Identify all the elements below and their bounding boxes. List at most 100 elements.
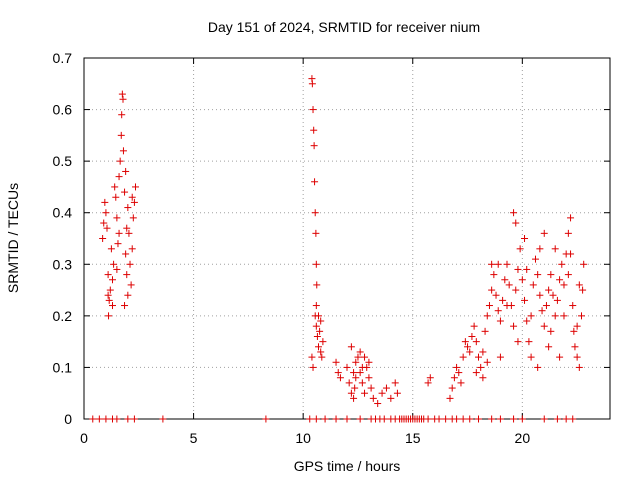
data-point: [564, 271, 572, 279]
data-point: [308, 353, 316, 361]
data-point: [119, 147, 127, 155]
data-point: [527, 312, 535, 320]
data-point: [529, 281, 537, 289]
data-point: [538, 307, 546, 315]
data-point: [309, 363, 317, 371]
data-point: [505, 281, 513, 289]
data-point: [111, 183, 119, 191]
data-point: [262, 415, 270, 423]
data-point: [540, 415, 548, 423]
data-point: [128, 245, 136, 253]
data-point: [312, 302, 320, 310]
data-point: [123, 224, 131, 232]
data-point: [475, 415, 482, 423]
data-point: [492, 291, 500, 299]
data-point: [512, 286, 520, 294]
data-point: [448, 384, 456, 392]
data-point: [312, 229, 320, 237]
data-point: [350, 369, 358, 377]
data-point: [499, 296, 507, 304]
data-point: [475, 353, 482, 361]
data-point: [488, 415, 496, 423]
data-point: [352, 358, 360, 366]
data-point: [496, 317, 504, 325]
data-point: [536, 291, 544, 299]
data-point: [159, 415, 167, 423]
data-point: [313, 281, 321, 289]
data-point: [453, 415, 461, 423]
y-axis-label: SRMTID / TECUs: [5, 183, 21, 293]
data-point: [531, 255, 539, 263]
data-point: [551, 245, 559, 253]
data-point: [105, 312, 113, 320]
data-point: [459, 353, 467, 361]
data-point: [112, 193, 120, 201]
data-point: [553, 296, 561, 304]
data-point: [100, 219, 108, 227]
data-point: [101, 198, 109, 206]
data-point: [496, 415, 504, 423]
data-point: [356, 369, 364, 377]
data-point: [367, 384, 375, 392]
data-point: [118, 90, 126, 98]
data-point: [516, 245, 524, 253]
data-point: [103, 224, 111, 232]
data-point: [575, 363, 583, 371]
data-point: [496, 353, 504, 361]
data-point: [549, 291, 557, 299]
data-point: [560, 312, 568, 320]
data-point: [104, 271, 112, 279]
data-point: [132, 183, 140, 191]
data-point: [556, 276, 564, 284]
data-point: [470, 322, 478, 330]
data-point: [551, 312, 559, 320]
data-point: [510, 322, 518, 330]
data-point: [352, 374, 360, 382]
data-point: [124, 204, 132, 212]
data-point: [490, 271, 498, 279]
data-point: [466, 348, 474, 356]
data-point: [102, 415, 110, 423]
data-point: [525, 338, 533, 346]
data-point: [128, 193, 136, 201]
data-point: [113, 214, 121, 222]
data-point: [116, 157, 124, 165]
data-point: [124, 415, 132, 423]
data-point: [115, 173, 123, 181]
data-point: [125, 229, 133, 237]
data-point: [311, 209, 319, 217]
data-point: [510, 415, 518, 423]
data-point: [350, 394, 358, 402]
data-point: [365, 358, 373, 366]
data-point: [494, 260, 502, 268]
data-point: [356, 348, 364, 356]
data-point: [461, 338, 469, 346]
x-tick-label: 5: [190, 430, 198, 446]
data-point: [316, 327, 324, 335]
data-point: [464, 343, 472, 351]
data-point: [569, 415, 577, 423]
data-point: [310, 126, 318, 134]
data-point: [311, 178, 319, 186]
data-point: [317, 317, 325, 325]
data-point: [378, 389, 386, 397]
data-point: [556, 353, 564, 361]
data-point: [569, 302, 577, 310]
data-point: [308, 80, 316, 88]
y-tick-label: 0.3: [53, 256, 73, 272]
data-point: [468, 332, 476, 340]
data-point: [89, 415, 97, 423]
data-point: [510, 209, 518, 217]
data-point: [122, 250, 130, 258]
data-point: [518, 415, 526, 423]
data-point: [387, 394, 395, 402]
data-point: [501, 276, 509, 284]
data-point: [542, 302, 550, 310]
data-point: [356, 415, 364, 423]
data-point: [579, 286, 587, 294]
data-point: [481, 327, 489, 335]
axis-ticks: 0 0.1 0.2 0.3 0.4 0.5 0.6 0.7 0 5 10 15 20: [53, 50, 610, 446]
data-point: [105, 296, 113, 304]
data-point: [540, 322, 548, 330]
